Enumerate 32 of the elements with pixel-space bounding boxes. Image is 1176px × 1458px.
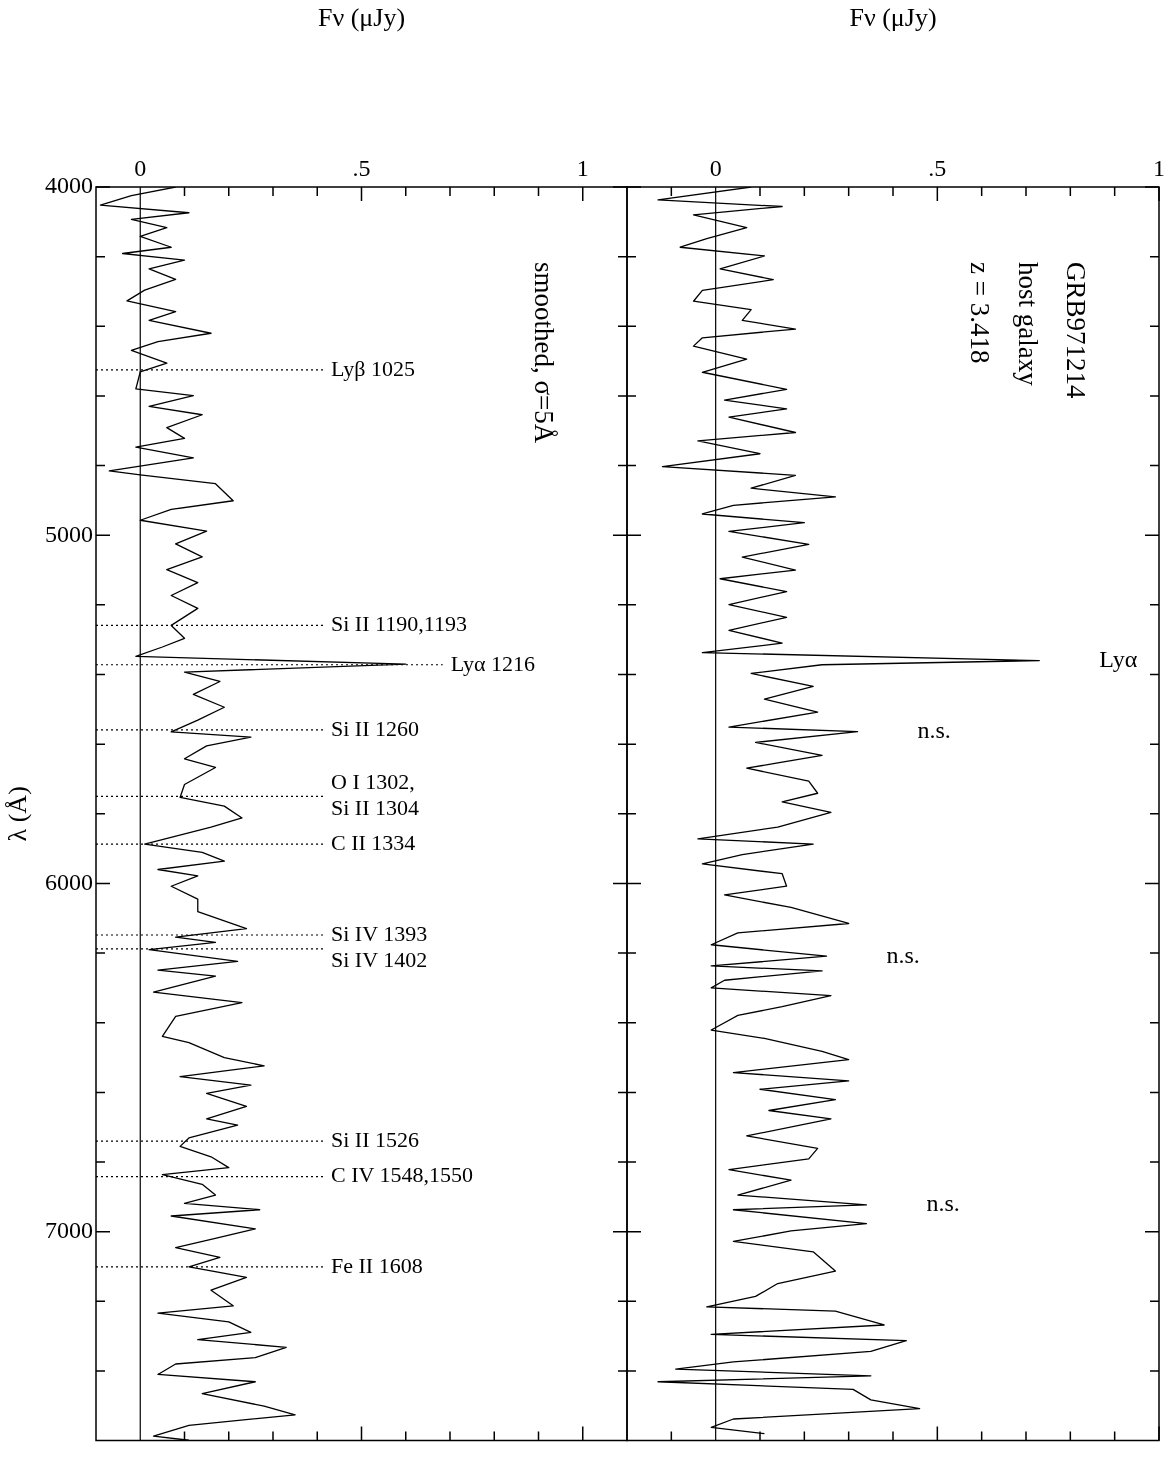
y-tick-label: 4000	[45, 172, 93, 199]
y-axis-title: λ (Å)	[3, 786, 33, 842]
ref-line-label: Lyβ 1025	[331, 355, 415, 381]
x-tick-label: .5	[352, 154, 371, 181]
annotation: host galaxy	[1012, 262, 1043, 387]
annotation: z = 3.418	[964, 262, 995, 364]
ref-line-label: Si IV 1393	[331, 920, 428, 946]
ref-line-label: Lyα 1216	[450, 650, 536, 676]
annotation: smoothed, σ=5Å	[528, 262, 559, 444]
y-tick-label: 6000	[45, 868, 93, 895]
x-tick-label: 1	[576, 154, 589, 181]
x-axis-title: Fν (μJy)	[849, 3, 937, 33]
ref-line-label: Si II 1526	[331, 1126, 420, 1152]
y-tick-label: 7000	[45, 1216, 93, 1243]
ref-line-label: C II 1334	[331, 829, 416, 855]
annotation: GRB971214	[1060, 262, 1091, 400]
ref-line-label: C IV 1548,1550	[331, 1162, 474, 1188]
x-axis-title: Fν (μJy)	[317, 3, 406, 33]
x-tick-label: 0	[709, 154, 722, 181]
annotation: n.s.	[917, 716, 951, 743]
annotation: Lyα	[1099, 645, 1138, 672]
annotation: n.s.	[926, 1190, 960, 1217]
ref-line-label: Si IV 1402	[331, 946, 428, 972]
ref-line-label: Si II 1260	[331, 715, 420, 741]
x-tick-label: .5	[928, 154, 947, 181]
x-tick-label: 0	[134, 154, 147, 181]
annotation: n.s.	[886, 941, 920, 968]
y-tick-label: 5000	[45, 520, 93, 547]
ref-line-label: Si II 1190,1193	[331, 611, 467, 637]
ref-line-label: O I 1302, Si II 1304	[331, 769, 420, 821]
ref-line-label: Fe II 1608	[331, 1252, 423, 1278]
x-tick-label: 1	[1153, 154, 1165, 181]
